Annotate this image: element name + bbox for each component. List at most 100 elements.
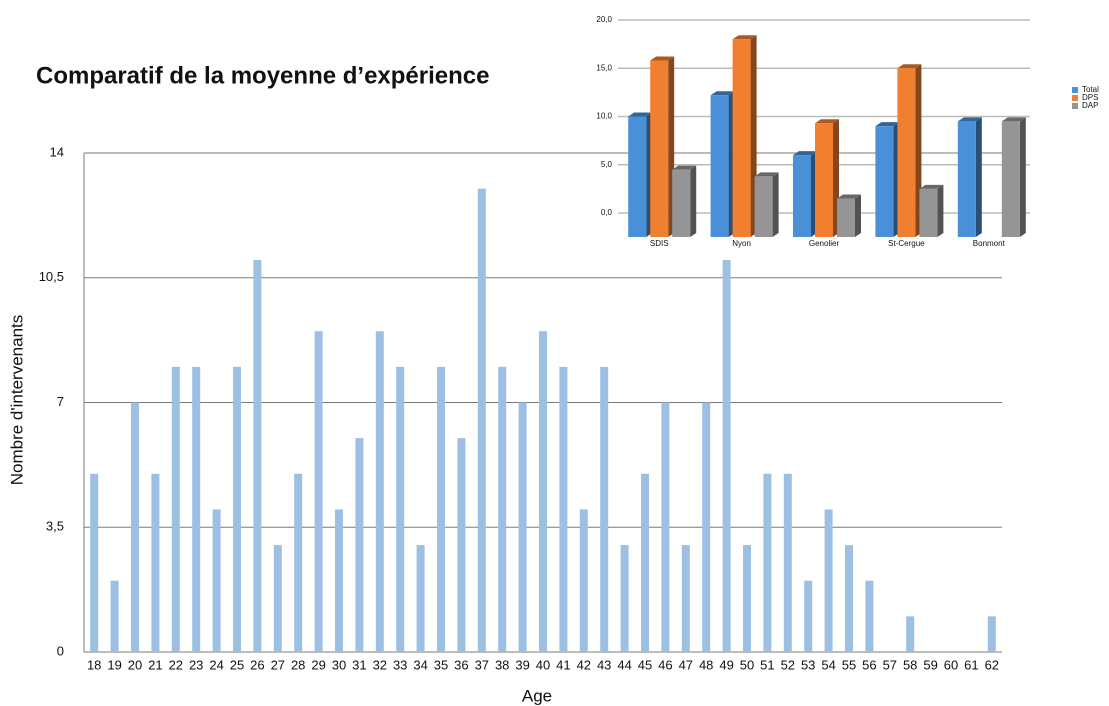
x-tick-label: 54 [821,657,835,672]
x-tick-label: SDIS [650,239,669,248]
x-tick-label: Bonmont [973,239,1006,248]
bar-top [957,117,982,122]
bar-top [875,122,900,127]
y-tick-label: 20,0 [596,15,612,24]
y-tick-label: 7 [57,394,64,409]
bar-top [732,35,757,40]
y-tick-label: 14 [50,144,64,159]
y-tick-label: 15,0 [596,63,612,72]
bar [375,331,384,652]
bar-top [628,112,653,117]
bar [710,95,729,238]
x-tick-label: 28 [291,657,305,672]
x-tick-label: 61 [964,657,978,672]
bar [559,366,568,652]
bar [987,616,996,652]
x-tick-label: 53 [801,657,815,672]
x-tick-label: 62 [985,657,999,672]
bar-side [937,184,944,237]
bar [837,198,855,237]
x-tick-label: 44 [617,657,631,672]
x-tick-label: 24 [209,657,223,672]
bar-top [710,91,735,96]
x-tick-label: 51 [760,657,774,672]
x-tick-label: 27 [271,657,285,672]
bar-side [690,165,697,237]
x-tick-label: 20 [128,657,142,672]
x-tick-label: 45 [638,657,652,672]
x-tick-label: 46 [658,657,672,672]
x-tick-label: Nyon [732,239,751,248]
x-tick-label: 56 [862,657,876,672]
bar [957,121,976,237]
x-tick-label: 29 [311,657,325,672]
legend-label: DPS [1082,93,1098,102]
bar [906,616,915,652]
x-axis-label: Age [522,686,552,705]
bar [90,473,99,652]
x-tick-label: 50 [740,657,754,672]
x-tick-label: 26 [250,657,264,672]
x-tick-label: 18 [87,657,101,672]
bar-top [650,56,675,61]
bar-side [855,194,861,237]
bar [253,259,262,652]
legend-label: DAP [1082,101,1098,110]
x-tick-label: 21 [148,657,162,672]
bar [335,509,343,652]
legend-swatch [1072,95,1078,101]
bar [110,580,119,652]
bar [661,402,670,652]
bar [396,366,405,652]
legend-label: Total [1082,85,1099,94]
x-tick-label: 43 [597,657,611,672]
bar [641,473,649,652]
legend-swatch [1072,103,1078,109]
x-tick-label: 40 [536,657,550,672]
bar-top [1001,117,1026,122]
chart-title: Comparatif de la moyenne d’expérience [36,62,489,89]
x-tick-label: 39 [515,657,529,672]
bar [628,116,647,237]
x-tick-label: 60 [944,657,958,672]
bar [192,366,201,652]
bar [783,473,792,652]
bar [273,545,282,652]
bar [897,68,916,237]
bar [919,188,938,237]
bar [763,473,772,652]
bar [416,545,425,652]
x-tick-label: 36 [454,657,468,672]
bar [314,331,323,652]
bar [722,259,731,652]
bar [600,366,609,652]
bar [131,402,139,652]
bar-side [1019,117,1026,237]
x-tick-label: 22 [169,657,183,672]
x-tick-label: 41 [556,657,570,672]
x-tick-label: 32 [373,657,387,672]
x-tick-label: 59 [923,657,937,672]
bar [355,438,364,652]
bar-top [919,184,944,189]
y-tick-label: 0,0 [601,208,613,217]
bar-top [672,165,697,170]
bar [233,366,241,652]
bar [171,366,180,652]
x-tick-label: 48 [699,657,713,672]
bar [212,509,221,652]
bar [151,473,160,652]
bar [845,545,853,652]
bar [294,473,303,652]
x-tick-label: 57 [883,657,897,672]
bar [457,438,466,652]
bar [732,39,751,237]
y-tick-label: 0 [57,643,64,658]
x-tick-label: 37 [475,657,489,672]
bar [1001,121,1020,237]
bar [793,155,811,237]
bar-top [793,151,817,156]
bar-top [837,194,861,199]
bar [650,60,669,237]
